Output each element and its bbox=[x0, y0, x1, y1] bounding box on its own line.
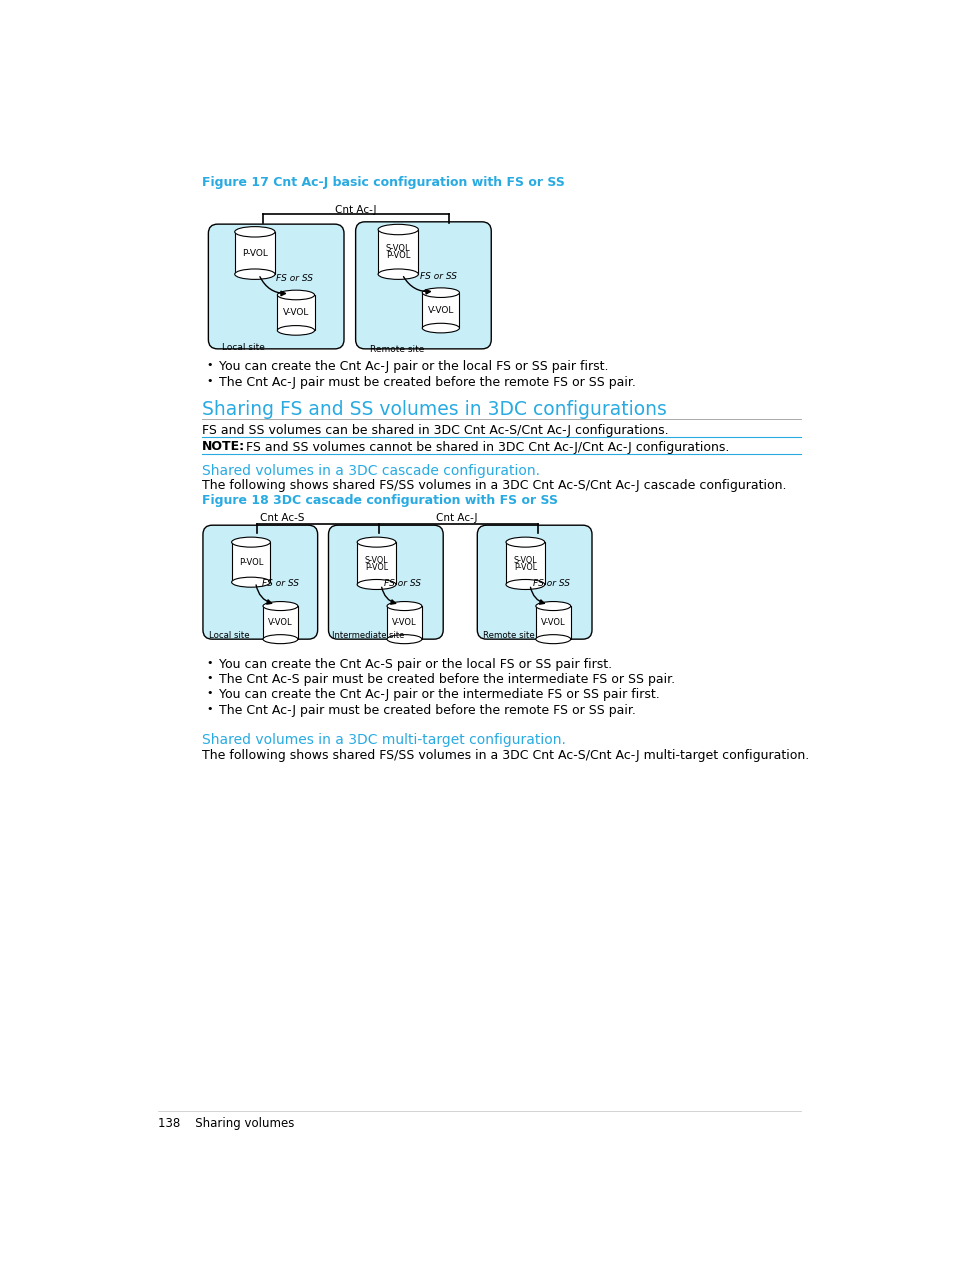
Text: You can create the Cnt Ac-J pair or the local FS or SS pair first.: You can create the Cnt Ac-J pair or the … bbox=[219, 361, 608, 374]
Polygon shape bbox=[505, 543, 544, 585]
Ellipse shape bbox=[234, 269, 274, 280]
Ellipse shape bbox=[234, 226, 274, 236]
Ellipse shape bbox=[422, 323, 459, 333]
Text: The Cnt Ac-S pair must be created before the intermediate FS or SS pair.: The Cnt Ac-S pair must be created before… bbox=[219, 674, 675, 686]
Text: Cnt Ac-J: Cnt Ac-J bbox=[436, 513, 476, 522]
Text: The following shows shared FS/SS volumes in a 3DC Cnt Ac-S/Cnt Ac-J cascade conf: The following shows shared FS/SS volumes… bbox=[202, 479, 786, 492]
Text: FS or SS: FS or SS bbox=[384, 580, 421, 588]
Ellipse shape bbox=[356, 538, 395, 547]
Ellipse shape bbox=[356, 580, 395, 590]
Text: Figure 18 3DC cascade configuration with FS or SS: Figure 18 3DC cascade configuration with… bbox=[202, 494, 558, 507]
Text: Local site: Local site bbox=[222, 343, 265, 352]
Text: Remote site: Remote site bbox=[483, 632, 535, 641]
Text: NOTE:: NOTE: bbox=[202, 441, 245, 454]
FancyBboxPatch shape bbox=[355, 222, 491, 348]
Text: FS or SS: FS or SS bbox=[533, 580, 570, 588]
Ellipse shape bbox=[277, 325, 314, 336]
Text: •: • bbox=[206, 704, 213, 714]
Text: Intermediate site: Intermediate site bbox=[332, 632, 404, 641]
Text: P-VOL: P-VOL bbox=[514, 563, 537, 572]
Ellipse shape bbox=[536, 634, 570, 643]
Text: •: • bbox=[206, 674, 213, 683]
Polygon shape bbox=[234, 231, 274, 275]
Polygon shape bbox=[387, 606, 421, 639]
Text: FS or SS: FS or SS bbox=[419, 272, 456, 281]
Text: The following shows shared FS/SS volumes in a 3DC Cnt Ac-S/Cnt Ac-J multi-target: The following shows shared FS/SS volumes… bbox=[202, 749, 808, 761]
Polygon shape bbox=[536, 606, 570, 639]
Text: P-VOL: P-VOL bbox=[238, 558, 263, 567]
Ellipse shape bbox=[387, 634, 421, 643]
Polygon shape bbox=[356, 543, 395, 585]
Text: FS or SS: FS or SS bbox=[261, 580, 298, 588]
Text: Figure 17 Cnt Ac-J basic configuration with FS or SS: Figure 17 Cnt Ac-J basic configuration w… bbox=[202, 175, 564, 188]
Text: The Cnt Ac-J pair must be created before the remote FS or SS pair.: The Cnt Ac-J pair must be created before… bbox=[219, 376, 636, 389]
Text: V-VOL: V-VOL bbox=[268, 618, 293, 627]
FancyBboxPatch shape bbox=[476, 525, 592, 639]
Text: S-VOL: S-VOL bbox=[386, 244, 410, 253]
Ellipse shape bbox=[377, 224, 418, 235]
Polygon shape bbox=[232, 543, 270, 582]
Ellipse shape bbox=[277, 290, 314, 300]
Text: S-VOL: S-VOL bbox=[513, 555, 537, 564]
Polygon shape bbox=[377, 230, 418, 275]
Text: The Cnt Ac-J pair must be created before the remote FS or SS pair.: The Cnt Ac-J pair must be created before… bbox=[219, 704, 636, 717]
Ellipse shape bbox=[263, 601, 297, 610]
Text: P-VOL: P-VOL bbox=[242, 249, 268, 258]
Text: Shared volumes in a 3DC multi-target configuration.: Shared volumes in a 3DC multi-target con… bbox=[202, 733, 565, 747]
Text: Cnt Ac-J: Cnt Ac-J bbox=[335, 205, 376, 215]
FancyBboxPatch shape bbox=[203, 525, 317, 639]
Text: Shared volumes in a 3DC cascade configuration.: Shared volumes in a 3DC cascade configur… bbox=[202, 464, 539, 478]
Text: V-VOL: V-VOL bbox=[392, 618, 416, 627]
Text: Local site: Local site bbox=[209, 632, 250, 641]
Ellipse shape bbox=[263, 634, 297, 643]
Text: You can create the Cnt Ac-J pair or the intermediate FS or SS pair first.: You can create the Cnt Ac-J pair or the … bbox=[219, 689, 659, 702]
Polygon shape bbox=[422, 292, 459, 328]
FancyBboxPatch shape bbox=[208, 224, 344, 348]
Text: •: • bbox=[206, 657, 213, 667]
Text: 138    Sharing volumes: 138 Sharing volumes bbox=[158, 1116, 294, 1130]
Text: Sharing FS and SS volumes in 3DC configurations: Sharing FS and SS volumes in 3DC configu… bbox=[202, 400, 666, 419]
FancyBboxPatch shape bbox=[328, 525, 443, 639]
Polygon shape bbox=[263, 606, 297, 639]
Text: •: • bbox=[206, 376, 213, 386]
Text: Cnt Ac-S: Cnt Ac-S bbox=[259, 513, 304, 522]
Text: FS and SS volumes cannot be shared in 3DC Cnt Ac-J/Cnt Ac-J configurations.: FS and SS volumes cannot be shared in 3D… bbox=[246, 441, 729, 454]
Text: FS and SS volumes can be shared in 3DC Cnt Ac-S/Cnt Ac-J configurations.: FS and SS volumes can be shared in 3DC C… bbox=[202, 423, 668, 436]
Ellipse shape bbox=[505, 538, 544, 547]
Ellipse shape bbox=[377, 269, 418, 280]
Text: S-VOL: S-VOL bbox=[364, 555, 388, 564]
Text: V-VOL: V-VOL bbox=[427, 306, 454, 315]
Ellipse shape bbox=[387, 601, 421, 610]
Text: P-VOL: P-VOL bbox=[386, 252, 410, 261]
Text: You can create the Cnt Ac-S pair or the local FS or SS pair first.: You can create the Cnt Ac-S pair or the … bbox=[219, 657, 612, 671]
Text: •: • bbox=[206, 689, 213, 699]
Text: P-VOL: P-VOL bbox=[365, 563, 388, 572]
Text: V-VOL: V-VOL bbox=[540, 618, 565, 627]
Ellipse shape bbox=[536, 601, 570, 610]
Text: •: • bbox=[206, 361, 213, 370]
Ellipse shape bbox=[505, 580, 544, 590]
Ellipse shape bbox=[232, 577, 270, 587]
Ellipse shape bbox=[232, 538, 270, 547]
Ellipse shape bbox=[422, 287, 459, 297]
Text: V-VOL: V-VOL bbox=[282, 308, 309, 318]
Text: FS or SS: FS or SS bbox=[275, 275, 313, 283]
Text: Remote site: Remote site bbox=[369, 344, 423, 355]
Polygon shape bbox=[277, 295, 314, 330]
